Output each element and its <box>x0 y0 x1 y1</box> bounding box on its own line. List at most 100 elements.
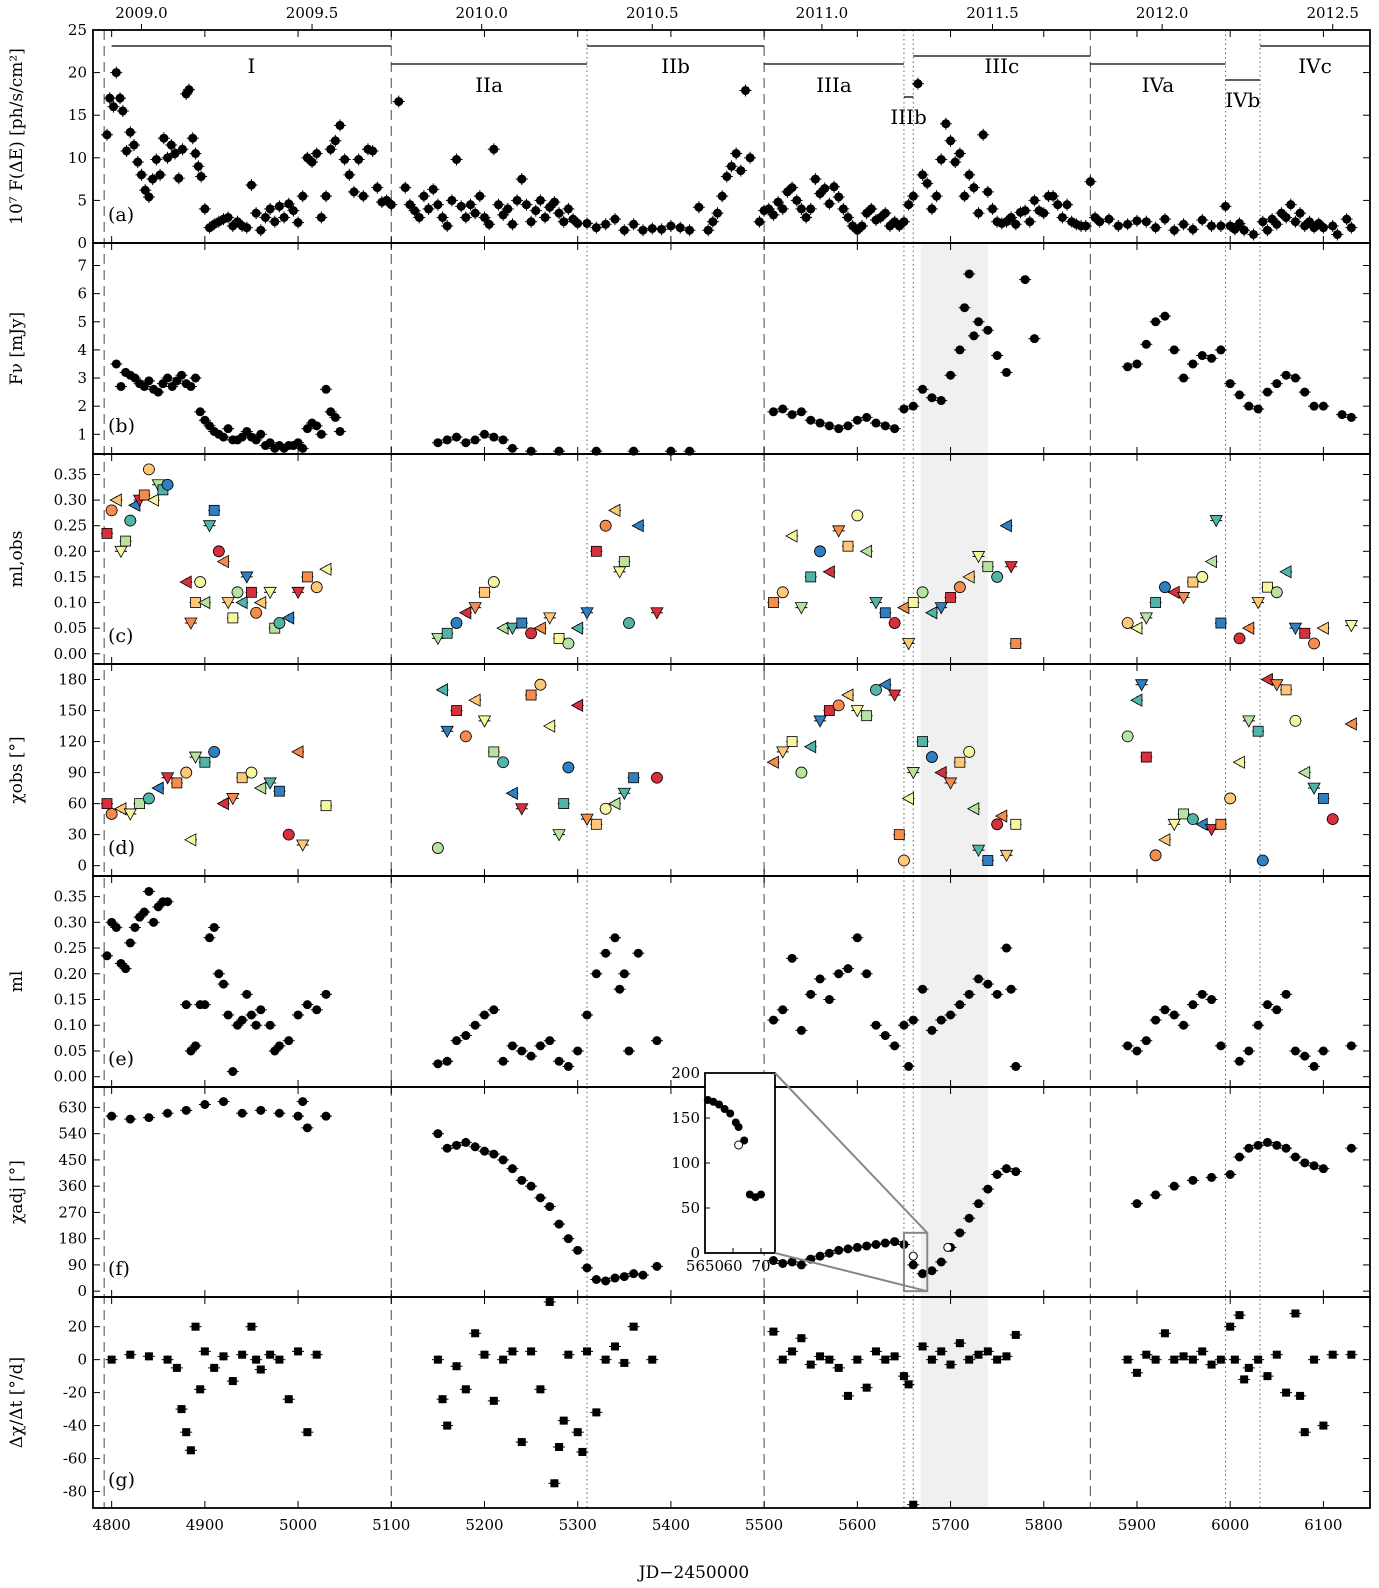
data-marker <box>1188 359 1198 369</box>
data-marker <box>451 705 462 716</box>
data-marker <box>901 791 915 806</box>
data-marker <box>1011 219 1021 229</box>
data-marker <box>163 897 173 907</box>
data-marker <box>542 719 556 733</box>
data-marker <box>880 208 890 218</box>
data-marker <box>144 886 154 896</box>
data-marker <box>974 208 984 218</box>
data-marker <box>312 421 322 431</box>
data-marker <box>824 995 834 1005</box>
data-marker <box>184 617 198 630</box>
data-marker <box>1204 554 1217 569</box>
data-marker <box>554 1219 564 1229</box>
data-marker <box>1251 597 1265 610</box>
data-marker <box>1244 1143 1254 1153</box>
data-marker <box>563 1061 573 1071</box>
data-marker <box>608 796 621 811</box>
data-marker <box>619 1272 629 1282</box>
data-marker <box>842 540 854 552</box>
axes: 0 5 10 15 20 25 10⁷ F(ΔE) [ph/s/cm²] (a) 1 2 3 4 5 6 7… <box>7 4 1371 1534</box>
data-marker <box>507 219 517 229</box>
data-marker <box>991 818 1004 831</box>
data-marker <box>1160 1005 1170 1015</box>
data-marker <box>992 989 1002 999</box>
data-marker <box>468 693 481 707</box>
xtick-label: 4900 <box>186 1516 224 1534</box>
data-marker <box>554 1056 564 1066</box>
data-marker <box>177 144 187 154</box>
data-marker <box>223 212 233 222</box>
data-marker <box>447 195 457 205</box>
data-marker <box>1010 638 1022 649</box>
data-marker <box>1225 1170 1235 1179</box>
data-marker <box>549 197 559 207</box>
data-marker <box>281 611 295 625</box>
data-marker <box>293 1010 303 1020</box>
data-marker <box>194 576 207 588</box>
data-marker <box>533 621 546 635</box>
data-marker <box>319 562 332 576</box>
data-marker <box>1262 1137 1272 1147</box>
data-marker <box>1130 621 1143 635</box>
data-marker <box>1020 206 1030 216</box>
data-marker <box>994 809 1008 823</box>
data-marker <box>786 736 798 747</box>
data-marker <box>983 187 993 197</box>
data-marker <box>182 1428 191 1437</box>
data-marker <box>294 1347 303 1356</box>
data-marker <box>256 1005 266 1015</box>
data-marker <box>1310 1355 1319 1364</box>
data-marker <box>852 415 862 425</box>
data-marker <box>1104 214 1114 224</box>
data-marker <box>1344 620 1359 633</box>
inset-zoom: 0 50 100 150 200 5650 60 70 <box>671 1064 929 1293</box>
data-marker <box>1281 989 1291 999</box>
xtick-label: 5200 <box>465 1516 503 1534</box>
data-marker <box>1151 223 1161 233</box>
y-axis-label: χadj [°] <box>7 1160 27 1224</box>
data-marker <box>824 421 834 431</box>
y-axis-label: Fν [mJy] <box>7 312 27 385</box>
data-marker <box>354 155 364 165</box>
data-marker <box>105 93 115 103</box>
data-marker <box>943 777 958 790</box>
data-marker <box>1209 515 1223 528</box>
data-marker <box>934 602 948 615</box>
data-marker <box>554 208 564 218</box>
data-marker <box>722 172 732 182</box>
data-marker <box>1215 617 1227 629</box>
data-marker <box>822 565 835 579</box>
data-marker <box>275 1355 284 1364</box>
data-marker <box>904 200 914 210</box>
data-marker <box>1001 367 1011 377</box>
ytick-label: 20 <box>68 1318 87 1336</box>
data-marker <box>941 119 951 129</box>
data-marker <box>922 178 932 188</box>
data-marker <box>937 1347 946 1356</box>
data-marker <box>1204 824 1219 837</box>
data-marker <box>768 407 778 417</box>
data-marker <box>945 592 956 603</box>
segment-label-IIa: IIa <box>475 73 503 97</box>
data-marker <box>218 1097 228 1107</box>
data-marker <box>1216 1355 1225 1364</box>
data-marker <box>1011 1330 1020 1339</box>
data-marker <box>144 1113 154 1123</box>
data-marker <box>235 595 248 610</box>
data-marker <box>1140 751 1152 763</box>
xtick-label: 5300 <box>559 1516 597 1534</box>
data-marker <box>1290 1046 1300 1056</box>
data-marker <box>1141 217 1151 227</box>
data-marker <box>274 1108 284 1118</box>
data-marker <box>814 545 826 558</box>
data-marker <box>1057 212 1067 222</box>
data-marker <box>899 404 909 414</box>
data-marker <box>1134 679 1149 692</box>
data-marker <box>1123 1041 1133 1051</box>
data-marker <box>618 556 630 567</box>
data-marker <box>601 1276 611 1286</box>
data-marker <box>918 1342 927 1351</box>
data-marker <box>552 829 566 842</box>
ytick-label: 0.05 <box>54 619 87 637</box>
data-marker <box>140 185 150 195</box>
